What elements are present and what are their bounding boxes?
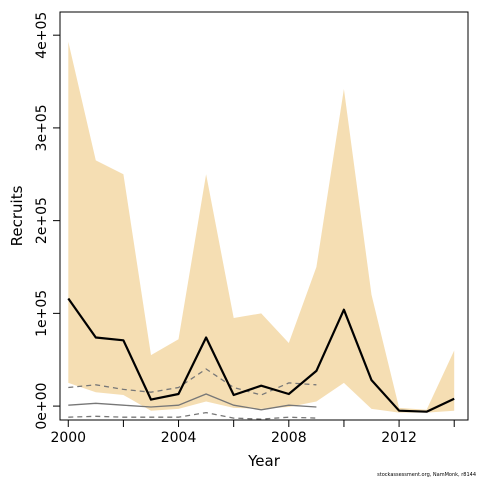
comparison-upper-dashed-line	[68, 368, 317, 396]
x-axis-title: Year	[247, 452, 281, 470]
recruits-line	[67, 297, 455, 413]
x-tick-label: 2012	[381, 430, 417, 446]
footer-note: stockassessment.org, NamMonk, r8144	[377, 472, 476, 478]
comparison-lines-layer	[68, 368, 317, 420]
y-axis: 0e+00 1e+05 2e+05 3e+05 4e+05	[34, 12, 60, 430]
y-tick-label: 3e+05	[34, 104, 50, 151]
y-axis-title: Recruits	[8, 185, 26, 246]
y-tick-label: 4e+05	[34, 12, 50, 59]
comparison-lower-dashed-line	[68, 411, 317, 420]
x-tick-label: 2004	[161, 430, 197, 446]
x-axis: 2000 2004 2008 2012	[50, 420, 455, 446]
y-tick-label: 0e+00	[34, 383, 50, 430]
comparison-solid-line	[68, 393, 317, 411]
confidence-band-layer	[68, 41, 455, 413]
x-tick-label: 2008	[271, 430, 307, 446]
y-tick-label: 1e+05	[34, 290, 50, 337]
confidence-band	[68, 41, 455, 413]
x-tick-label: 2000	[50, 430, 86, 446]
y-tick-label: 2e+05	[34, 197, 50, 244]
plot-frame	[59, 11, 469, 421]
recruits-line-layer	[67, 297, 455, 413]
